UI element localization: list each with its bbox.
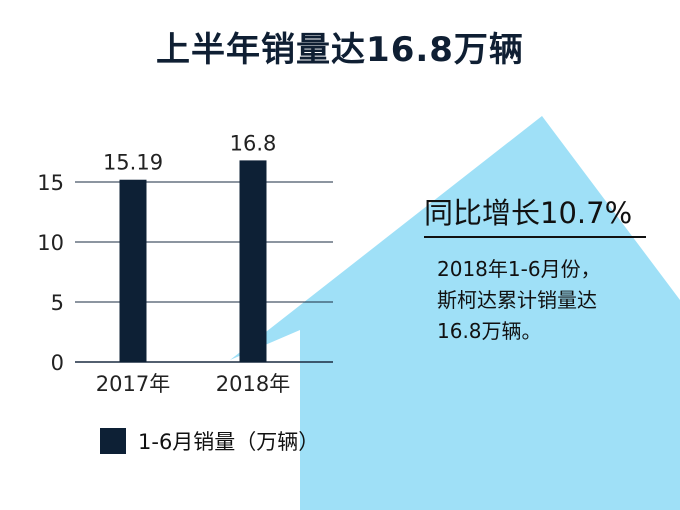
chart-legend: 1-6月销量（万辆） — [100, 426, 319, 456]
x-tick-label: 2018年 — [216, 372, 290, 396]
page-title: 上半年销量达16.8万辆 — [156, 30, 524, 70]
callout-line: 16.8万辆。 — [437, 319, 542, 343]
callout-line: 2018年1-6月份， — [437, 257, 601, 281]
legend-swatch — [100, 428, 126, 454]
data-label: 16.8 — [230, 131, 277, 155]
y-tick-label: 5 — [51, 291, 64, 315]
y-tick-label: 10 — [37, 231, 64, 255]
data-label: 15.19 — [103, 151, 163, 175]
y-tick-label: 15 — [37, 171, 64, 195]
y-tick-label: 0 — [51, 351, 64, 375]
legend-label: 1-6月销量（万辆） — [138, 430, 320, 454]
bar — [119, 179, 147, 362]
x-tick-label: 2017年 — [96, 372, 170, 396]
headline-underline — [424, 236, 646, 238]
callout-description: 2018年1-6月份， 斯柯达累计销量达 16.8万辆。 — [437, 254, 667, 347]
growth-headline: 同比增长10.7% — [424, 196, 633, 230]
bar — [239, 160, 267, 362]
callout-line: 斯柯达累计销量达 — [437, 288, 597, 312]
